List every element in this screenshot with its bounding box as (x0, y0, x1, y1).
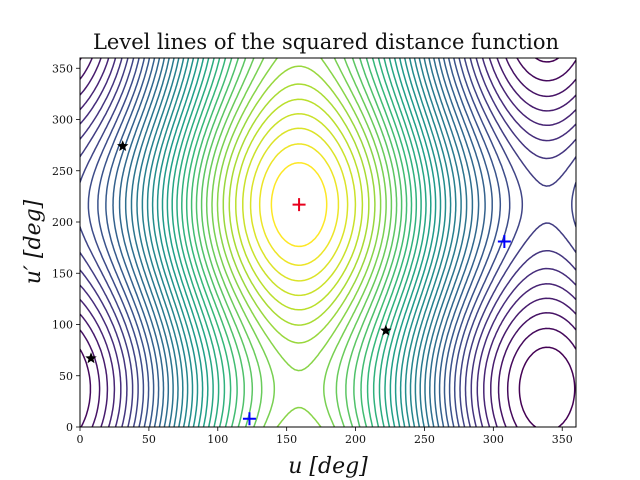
contour-level-1 (518, 58, 576, 427)
contour-level-19 (146, 58, 452, 427)
contour-level-4 (80, 58, 576, 427)
plot-frame (79, 57, 577, 428)
y-tick-label: 300 (52, 114, 73, 127)
x-tick-label: 250 (414, 433, 435, 446)
contour-level-38 (249, 127, 349, 282)
contour-level-35 (228, 83, 370, 326)
chart-title: Level lines of the squared distance func… (93, 30, 559, 54)
contour-level-40 (270, 161, 328, 248)
y-tick-label: 200 (52, 216, 73, 229)
contour-level-9 (80, 58, 576, 427)
contour-level-5 (80, 58, 576, 427)
contour-level-39 (258, 143, 340, 266)
y-axis-label: u′ [deg] (21, 199, 46, 284)
contour-level-18 (141, 58, 457, 427)
contour-level-20 (151, 58, 447, 427)
marker-minimum-2 (242, 412, 256, 426)
contour-level-15 (124, 58, 474, 427)
x-tick-label: 350 (552, 433, 573, 446)
y-tick-label: 0 (66, 421, 73, 434)
marker-layer (85, 140, 511, 426)
contour-level-21 (156, 58, 442, 427)
x-tick-label: 300 (483, 433, 504, 446)
x-tick-label: 100 (207, 433, 228, 446)
x-tick-label: 0 (77, 433, 84, 446)
marker-saddle-3 (380, 324, 392, 336)
marker-saddle-1 (117, 140, 129, 151)
contour-level-24 (171, 58, 427, 427)
contour-level-10 (87, 58, 511, 427)
contour-level-13 (112, 58, 486, 427)
y-tick-label: 100 (52, 319, 73, 332)
x-tick-label: 200 (345, 433, 366, 446)
contour-level-14 (118, 58, 480, 427)
contour-level-22 (161, 58, 437, 427)
contour-level-26 (181, 58, 418, 427)
contour-level-33 (216, 58, 382, 427)
contour-level-12 (105, 58, 493, 427)
contour-level-6 (80, 58, 576, 427)
contour-level-29 (195, 58, 403, 427)
contour-level-31 (205, 58, 393, 427)
y-tick-label: 350 (52, 62, 73, 75)
contour-level-3 (80, 58, 576, 427)
y-tick-label: 250 (52, 165, 73, 178)
contour-level-8 (80, 58, 576, 427)
y-axis: 0 50 100 150 200 250 300 350 (52, 62, 80, 434)
contour-level-34 (222, 65, 376, 344)
x-axis-label: u [deg] (288, 454, 368, 479)
contour-lines (80, 58, 576, 427)
contour-level-25 (176, 58, 422, 427)
contour-level-7 (80, 58, 576, 427)
marker-minimum-1 (497, 234, 511, 248)
contour-level-23 (166, 58, 432, 427)
contour-level-28 (190, 58, 408, 427)
y-tick-label: 150 (52, 267, 73, 280)
y-tick-label: 50 (59, 370, 73, 383)
contour-level-11 (97, 58, 502, 427)
contour-level-32 (211, 58, 387, 427)
marker-maximum (292, 198, 306, 212)
contour-level-2 (80, 58, 576, 427)
x-tick-label: 150 (276, 433, 297, 446)
contour-level-17 (136, 58, 462, 427)
contour-level-36 (235, 98, 364, 311)
contour-level-37 (242, 113, 357, 297)
marker-saddle-2 (85, 352, 97, 364)
x-axis: 0 50 100 150 200 250 300 350 (77, 427, 573, 446)
contour-level-30 (200, 58, 398, 427)
x-tick-label: 50 (142, 433, 156, 446)
